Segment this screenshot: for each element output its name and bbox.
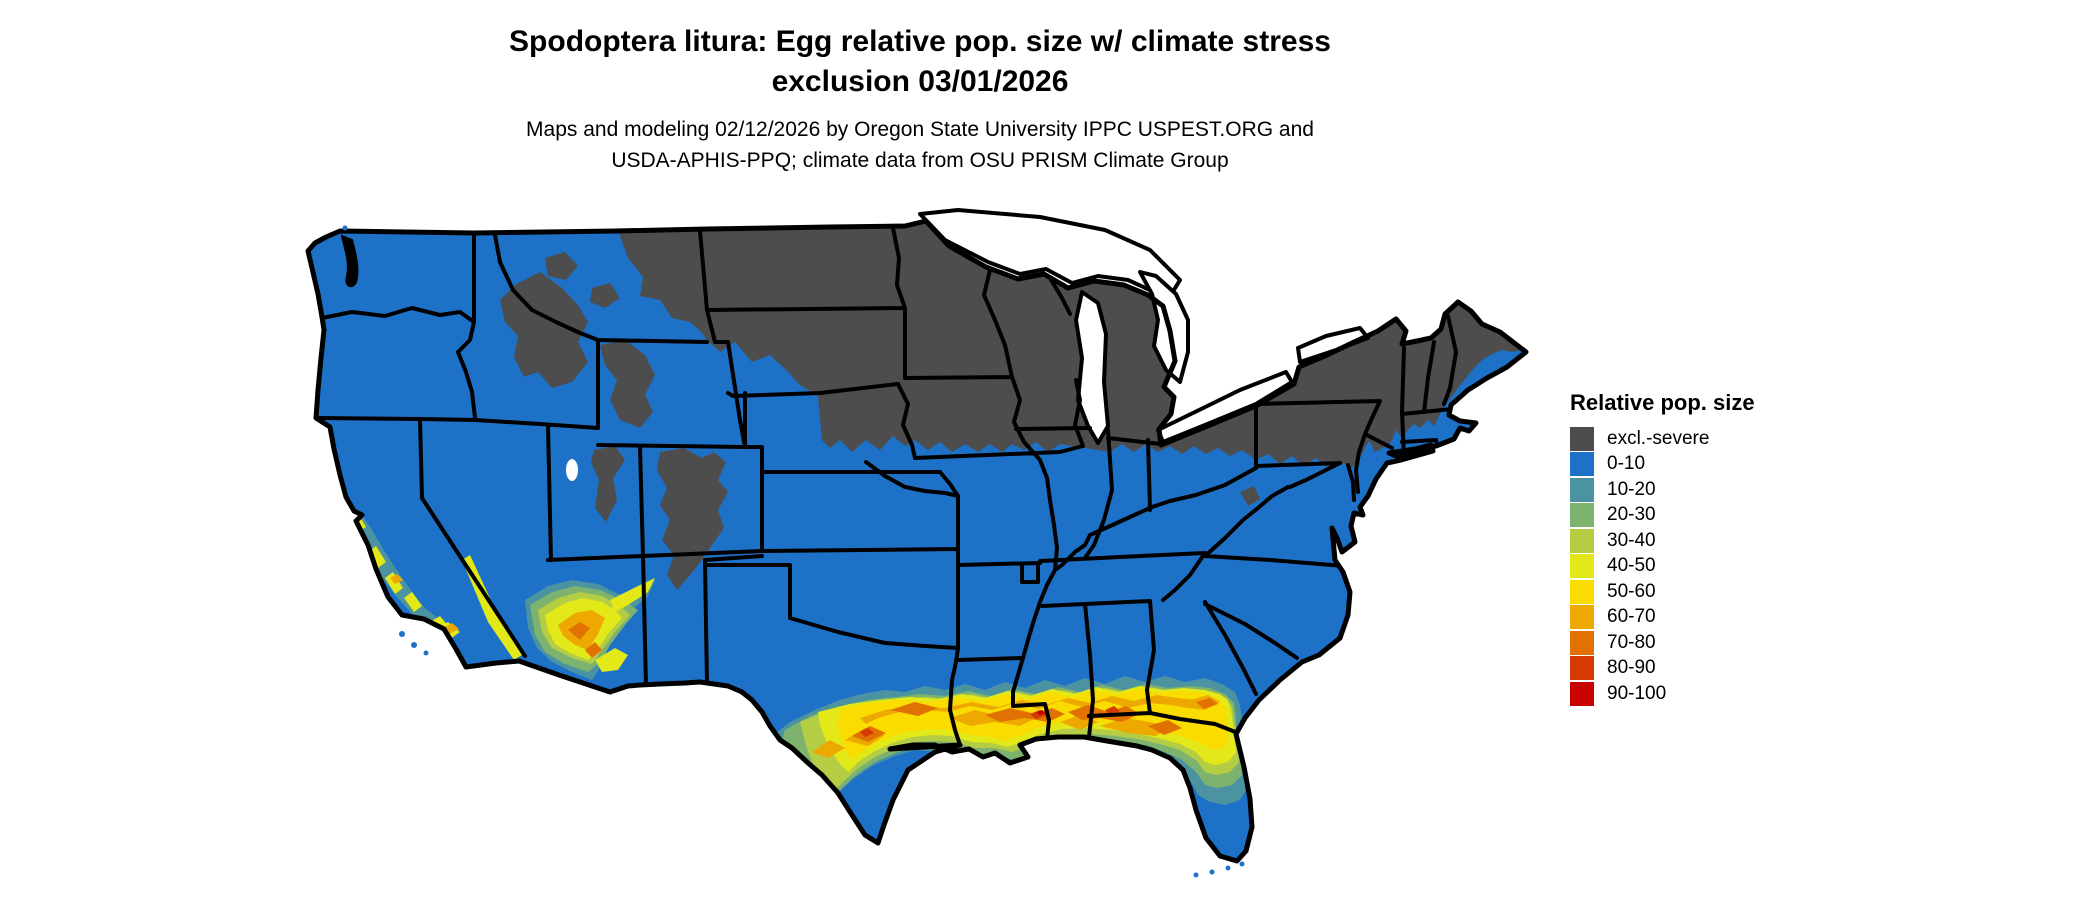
excluded-rockies-utah-patch xyxy=(591,446,625,522)
channel-islands xyxy=(399,631,429,656)
legend-swatch xyxy=(1570,605,1594,630)
legend-swatch xyxy=(1570,503,1594,528)
legend-swatch xyxy=(1570,426,1594,451)
legend-item-excl-severe: excl.-severe xyxy=(1570,426,1900,452)
excluded-rockies-idaho-patch xyxy=(500,252,620,388)
legend-title: Relative pop. size xyxy=(1570,390,1755,415)
legend-label: 20-30 xyxy=(1607,504,1656,526)
legend-label: 10-20 xyxy=(1607,478,1656,500)
great-salt-lake xyxy=(566,459,578,481)
legend-label: 70-80 xyxy=(1607,631,1656,653)
gulf-band-90-100 xyxy=(1036,710,1046,715)
legend-label: 60-70 xyxy=(1607,606,1656,628)
legend-label: 50-60 xyxy=(1607,580,1656,602)
california-coast-10-20 xyxy=(352,515,455,640)
gulf-band-70-80 xyxy=(852,698,1218,742)
legend-item-70-80: 70-80 xyxy=(1570,630,1900,656)
legend-swatch xyxy=(1570,452,1594,477)
legend-item-10-20: 10-20 xyxy=(1570,477,1900,503)
legend-label: excl.-severe xyxy=(1607,427,1710,449)
page-subtitle: Maps and modeling 02/12/2026 by Oregon S… xyxy=(270,114,1570,176)
title-line-2: exclusion 03/01/2026 xyxy=(771,65,1069,98)
map-header: Spodoptera litura: Egg relative pop. siz… xyxy=(270,22,1570,176)
lake-michigan xyxy=(1074,290,1110,445)
map-legend: Relative pop. size excl.-severe 0-10 10-… xyxy=(1570,390,1900,707)
california-coast-60-70 xyxy=(390,574,459,634)
conus-outline xyxy=(305,218,1529,864)
legend-item-0-10: 0-10 xyxy=(1570,452,1900,478)
legend-label: 0-10 xyxy=(1607,453,1646,475)
legend-swatch xyxy=(1570,528,1594,553)
title-line-1: Spodoptera litura: Egg relative pop. siz… xyxy=(509,25,1331,58)
legend-swatch xyxy=(1570,477,1594,502)
legend-item-80-90: 80-90 xyxy=(1570,656,1900,682)
subtitle-line-2: USDA-APHIS-PPQ; climate data from OSU PR… xyxy=(611,149,1229,172)
legend-swatch xyxy=(1570,554,1594,579)
legend-label: 30-40 xyxy=(1607,529,1656,551)
arizona-hotspot-70-80 xyxy=(568,622,602,658)
legend-swatch xyxy=(1570,681,1594,706)
legend-label: 40-50 xyxy=(1607,555,1656,577)
legend-swatch xyxy=(1570,630,1594,655)
puget-island xyxy=(342,225,348,231)
legend-swatch xyxy=(1570,579,1594,604)
state-borders xyxy=(314,226,1458,747)
puget-sound xyxy=(340,234,359,288)
arizona-hotspot-40-50 xyxy=(462,555,655,672)
legend-item-40-50: 40-50 xyxy=(1570,554,1900,580)
legend-swatch xyxy=(1570,656,1594,681)
page-title: Spodoptera litura: Egg relative pop. siz… xyxy=(270,22,1570,102)
legend-item-60-70: 60-70 xyxy=(1570,605,1900,631)
excluded-rockies-wyoming-patch xyxy=(600,340,655,428)
legend-item-50-60: 50-60 xyxy=(1570,579,1900,605)
florida-keys xyxy=(1193,861,1245,878)
legend-item-90-100: 90-100 xyxy=(1570,681,1900,707)
legend-item-20-30: 20-30 xyxy=(1570,503,1900,529)
subtitle-line-1: Maps and modeling 02/12/2026 by Oregon S… xyxy=(526,118,1314,141)
legend-items: excl.-severe 0-10 10-20 20-30 30-40 40-5… xyxy=(1570,426,1900,707)
legend-item-30-40: 30-40 xyxy=(1570,528,1900,554)
legend-label: 90-100 xyxy=(1607,682,1667,704)
legend-label: 80-90 xyxy=(1607,657,1656,679)
